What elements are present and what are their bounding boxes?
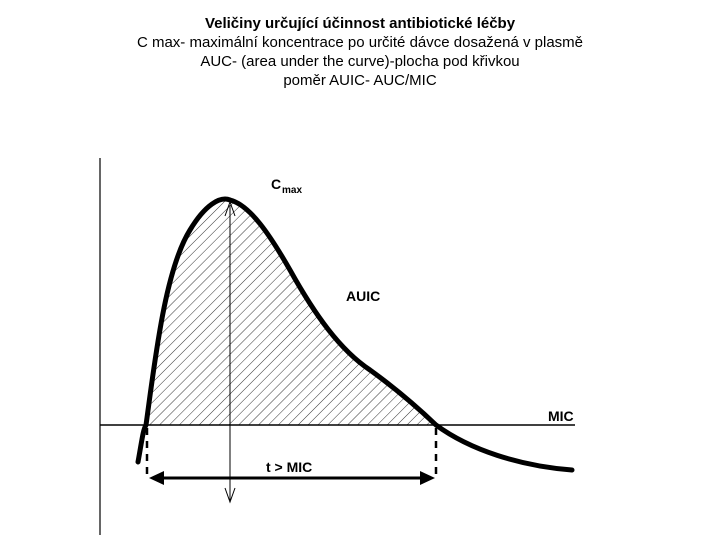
definition-cmax: C max- maximální koncentrace po určité d…	[136, 34, 584, 51]
time-above-mic-label: t > MIC	[266, 459, 312, 475]
time-arrowhead-right	[420, 471, 435, 485]
page-title: Veličiny určující účinnost antibiotické …	[204, 15, 516, 32]
concentration-curve	[135, 196, 575, 473]
definition-auc: AUC- (area under the curve)-plocha pod k…	[200, 53, 520, 70]
cmax-subscript: max	[282, 185, 302, 196]
auic-label: AUIC	[346, 288, 380, 304]
auic-hatched-area	[146, 199, 436, 425]
cmax-arrow-bottom	[224, 487, 236, 504]
cmax-label: C	[271, 176, 281, 192]
header: Veličiny určující účinnost antibiotické …	[0, 14, 720, 90]
mic-label: MIC	[548, 408, 574, 424]
time-arrowhead-left	[149, 471, 164, 485]
cmax-arrow-top	[224, 200, 236, 217]
definition-auic: poměr AUIC- AUC/MIC	[283, 72, 437, 89]
